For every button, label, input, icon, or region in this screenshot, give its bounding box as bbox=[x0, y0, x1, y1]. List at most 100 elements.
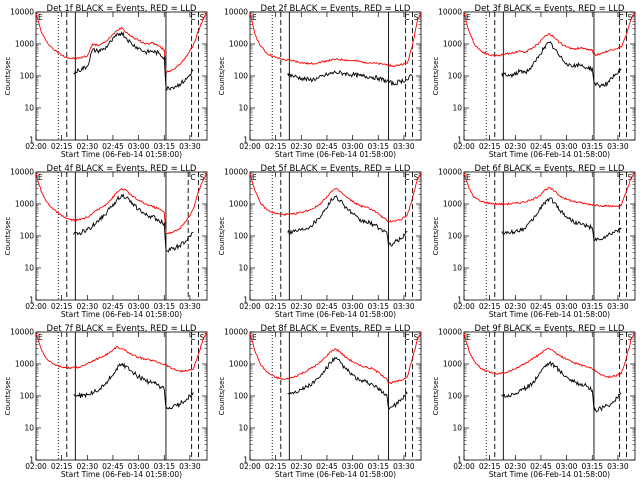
x-tick-label: 03:15 bbox=[153, 302, 175, 311]
x-axis-label: Start Time (06-Feb-14 01:58:00) bbox=[61, 310, 182, 319]
corner-mark: S bbox=[414, 13, 419, 22]
x-tick-label: 03:00 bbox=[556, 142, 578, 151]
y-tick-label: 100 bbox=[448, 72, 463, 81]
y-tick-label: 1 bbox=[457, 136, 462, 145]
plot-frame bbox=[249, 171, 422, 301]
corner-mark: C bbox=[190, 333, 195, 342]
y-axis-label: Counts/sec bbox=[4, 217, 12, 256]
x-tick-label: 02:15 bbox=[51, 462, 73, 471]
series-line-events bbox=[287, 195, 408, 247]
corner-mark: C bbox=[618, 173, 623, 182]
x-tick-label: 03:30 bbox=[607, 462, 629, 471]
corner-mark: S bbox=[628, 333, 633, 342]
y-tick-label: 1000 bbox=[229, 360, 248, 369]
y-axis-label: Counts/sec bbox=[218, 377, 226, 416]
x-tick-label: 03:00 bbox=[342, 302, 364, 311]
series-line-lld bbox=[463, 332, 636, 379]
series-line-events bbox=[73, 31, 194, 92]
x-tick-label: 02:15 bbox=[479, 142, 501, 151]
series-line-events bbox=[73, 362, 194, 410]
y-tick-label: 10000 bbox=[438, 168, 462, 177]
y-tick-label: 1000 bbox=[443, 40, 462, 49]
x-tick-label: 03:30 bbox=[607, 302, 629, 311]
y-tick-label: 10000 bbox=[10, 168, 34, 177]
x-tick-label: 02:30 bbox=[504, 462, 526, 471]
y-tick-label: 10000 bbox=[10, 8, 34, 17]
y-tick-label: 10 bbox=[24, 104, 34, 113]
x-axis-label: Start Time (06-Feb-14 01:58:00) bbox=[275, 310, 396, 319]
x-tick-label: 03:30 bbox=[393, 142, 415, 151]
corner-mark: S bbox=[200, 333, 205, 342]
y-tick-label: 1 bbox=[29, 136, 34, 145]
x-tick-label: 02:15 bbox=[479, 462, 501, 471]
chart-panel-7: Det 7f BLACK = Events, RED = LLD 1 10 100 10… bbox=[4, 324, 208, 479]
x-tick-label: 02:30 bbox=[290, 462, 312, 471]
y-tick-label: 100 bbox=[20, 232, 35, 241]
x-tick-label: 03:30 bbox=[179, 142, 201, 151]
x-tick-label: 03:00 bbox=[128, 462, 150, 471]
corner-mark: E bbox=[38, 333, 43, 342]
series-line-events bbox=[287, 70, 413, 86]
plot-frame bbox=[249, 331, 422, 461]
corner-mark: E bbox=[38, 173, 43, 182]
x-tick-label: 02:15 bbox=[51, 302, 73, 311]
x-axis-label: Start Time (06-Feb-14 01:58:00) bbox=[489, 310, 610, 319]
y-axis-label: Counts/sec bbox=[218, 57, 226, 96]
chart-title: Det 9f BLACK = Events, RED = LLD bbox=[475, 324, 625, 334]
y-tick-label: 100 bbox=[448, 392, 463, 401]
x-tick-label: 02:00 bbox=[453, 462, 475, 471]
x-tick-label: 02:30 bbox=[290, 302, 312, 311]
x-tick-label: 03:00 bbox=[342, 142, 364, 151]
x-tick-label: 03:15 bbox=[367, 302, 389, 311]
chart-panel-1: Det 1f BLACK = Events, RED = LLD 1 10 100 10… bbox=[4, 4, 208, 159]
y-tick-label: 1 bbox=[243, 456, 248, 465]
plot-frame bbox=[463, 11, 636, 141]
x-tick-label: 02:30 bbox=[504, 142, 526, 151]
chart-title: Det 3f BLACK = Events, RED = LLD bbox=[475, 4, 625, 14]
x-tick-label: 03:30 bbox=[607, 142, 629, 151]
chart-title: Det 4f BLACK = Events, RED = LLD bbox=[47, 164, 197, 174]
y-axis-label: Counts/sec bbox=[432, 57, 440, 96]
x-tick-label: 02:00 bbox=[25, 302, 47, 311]
chart-panel-3: Det 3f BLACK = Events, RED = LLD 1 10 100 10… bbox=[432, 4, 636, 159]
chart-panel-4: Det 4f BLACK = Events, RED = LLD 1 10 100 10… bbox=[4, 164, 208, 319]
x-tick-label: 02:30 bbox=[76, 462, 98, 471]
y-tick-label: 1 bbox=[243, 136, 248, 145]
series-line-events bbox=[501, 360, 622, 413]
series-line-lld bbox=[463, 12, 636, 58]
x-axis-label: Start Time (06-Feb-14 01:58:00) bbox=[489, 150, 610, 159]
y-axis-label: Counts/sec bbox=[4, 57, 12, 96]
series-line-events bbox=[501, 197, 622, 242]
y-axis-label: Counts/sec bbox=[432, 217, 440, 256]
x-tick-label: 02:00 bbox=[239, 142, 261, 151]
corner-mark: S bbox=[628, 173, 633, 182]
chart-panel-9: Det 9f BLACK = Events, RED = LLD 1 10 100 10… bbox=[432, 324, 636, 479]
y-tick-label: 1000 bbox=[15, 200, 34, 209]
y-tick-label: 10 bbox=[452, 264, 462, 273]
x-tick-label: 02:00 bbox=[25, 142, 47, 151]
x-tick-label: 02:45 bbox=[316, 142, 338, 151]
corner-mark: E bbox=[466, 333, 471, 342]
y-tick-label: 10000 bbox=[438, 328, 462, 337]
y-tick-label: 100 bbox=[448, 232, 463, 241]
y-tick-label: 1000 bbox=[443, 360, 462, 369]
y-tick-label: 10000 bbox=[438, 8, 462, 17]
y-tick-label: 1 bbox=[457, 296, 462, 305]
y-tick-label: 100 bbox=[234, 392, 249, 401]
plot-frame bbox=[463, 331, 636, 461]
y-tick-label: 100 bbox=[234, 72, 249, 81]
y-tick-label: 1 bbox=[243, 296, 248, 305]
x-axis-label: Start Time (06-Feb-14 01:58:00) bbox=[61, 150, 182, 159]
x-tick-label: 03:30 bbox=[179, 462, 201, 471]
x-tick-label: 02:00 bbox=[25, 462, 47, 471]
x-tick-label: 02:45 bbox=[530, 142, 552, 151]
series-line-lld bbox=[249, 172, 422, 223]
y-axis-label: Counts/sec bbox=[4, 377, 12, 416]
x-tick-label: 03:15 bbox=[581, 462, 603, 471]
x-tick-label: 02:45 bbox=[102, 462, 124, 471]
corner-mark: E bbox=[466, 173, 471, 182]
x-tick-label: 02:45 bbox=[316, 302, 338, 311]
x-tick-label: 02:15 bbox=[51, 142, 73, 151]
x-tick-label: 02:30 bbox=[76, 142, 98, 151]
